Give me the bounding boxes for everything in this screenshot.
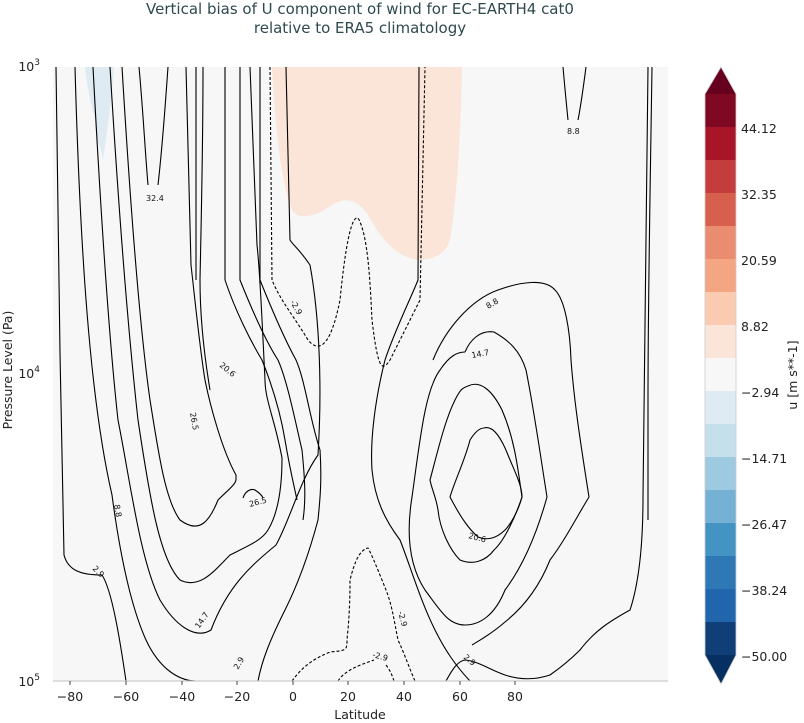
- contour-sh-mid-c: [257, 67, 322, 681]
- chart-title-line1: Vertical bias of U component of wind for…: [146, 0, 574, 18]
- contour-sh-20-6: [109, 67, 283, 584]
- x-tick-label: 80: [507, 689, 523, 704]
- colorbar-tick-label: −26.47: [741, 517, 787, 532]
- x-axis-label: Latitude: [334, 707, 386, 722]
- positive-bias-region: [272, 67, 462, 260]
- contour-label: -2.9: [396, 610, 409, 627]
- colorbar-label: u [m s**-1]: [785, 340, 800, 409]
- x-tick-label: 20: [340, 689, 356, 704]
- x-tick-label: 60: [452, 689, 468, 704]
- colorbar-extend-top: [705, 67, 736, 94]
- contour-sh-jet-inner: [199, 67, 211, 391]
- contour-label: 8.8: [112, 504, 123, 518]
- contour-label: 26.5: [248, 496, 268, 509]
- contour-nh-8-8-upper: [562, 67, 587, 121]
- x-tick-label: 0: [289, 689, 297, 704]
- colorbar-tick-label: 8.82: [741, 319, 769, 334]
- contour-sh-8-8: [74, 67, 197, 681]
- chart-title-line2: relative to ERA5 climatology: [253, 19, 467, 37]
- contour-nh-14-7: [408, 331, 548, 626]
- contour-label: 14.7: [471, 348, 490, 360]
- colorbar: 44.12 32.35 20.59 8.82 −2.94 −14.71 −26.…: [704, 66, 800, 685]
- y-axis-label: Pressure Level (Pa): [0, 311, 15, 430]
- contour-sh-26-5-small: [242, 488, 264, 499]
- colorbar-extend-bottom: [705, 655, 736, 684]
- x-axis: −80 −60 −40 −20 0 20 40 60 80 Latitude: [57, 681, 523, 722]
- colorbar-tick-label: −38.24: [741, 583, 787, 598]
- contour-label: 26.5: [188, 412, 200, 431]
- colorbar-tick-label: −50.00: [741, 649, 787, 664]
- y-tick-label: 103: [18, 58, 40, 74]
- contour-nh-20-6: [429, 383, 523, 563]
- x-tick-label: −60: [113, 689, 139, 704]
- contour-eq-neg-2-9-upper: [269, 67, 426, 367]
- contour-sh-2-9: [55, 67, 127, 681]
- contour-lines: [55, 67, 653, 681]
- x-tick-label: −40: [169, 689, 195, 704]
- contour-label: 32.4: [146, 194, 164, 203]
- contour-nh-20-6-inner: [449, 427, 523, 540]
- contour-label: -2.9: [371, 650, 388, 663]
- contour-eq-neg-2-9-lower: [291, 547, 416, 681]
- colorbar-tick-label: 32.35: [741, 187, 777, 202]
- y-axis: 103 104 105 Pressure Level (Pa): [0, 58, 40, 689]
- contour-label: 20.6: [467, 531, 487, 544]
- y-tick-label: 104: [18, 365, 40, 381]
- colorbar-tick-label: 20.59: [741, 253, 777, 268]
- contour-eq-neg-2-9-bottom: [337, 659, 395, 681]
- contour-label: 8.8: [567, 127, 580, 136]
- colorbar-tick-label: −2.94: [741, 385, 779, 400]
- contour-sh-26-5: [121, 67, 237, 527]
- plot-area: 32.4 26.5 26.5 20.6 8.8 2.9 14.7 2.9 -2.…: [53, 67, 668, 682]
- negative-bias-region: [85, 67, 114, 160]
- x-tick-label: −20: [224, 689, 250, 704]
- y-tick-label: 105: [18, 673, 40, 689]
- x-tick-label: 40: [396, 689, 412, 704]
- x-tick-label: −80: [57, 689, 83, 704]
- colorbar-tick-label: −14.71: [741, 451, 787, 466]
- contour-nh-8-8: [432, 281, 590, 646]
- contour-sh-mid-a: [224, 67, 298, 501]
- contour-sh-14-7: [92, 67, 321, 634]
- contour-nh-upper-8-8: [371, 67, 471, 681]
- contour-sh-32-4: [138, 67, 169, 186]
- contour-sh-mid-b: [239, 67, 306, 521]
- contour-nh-outer: [647, 67, 653, 520]
- colorbar-tick-label: 44.12: [741, 121, 777, 136]
